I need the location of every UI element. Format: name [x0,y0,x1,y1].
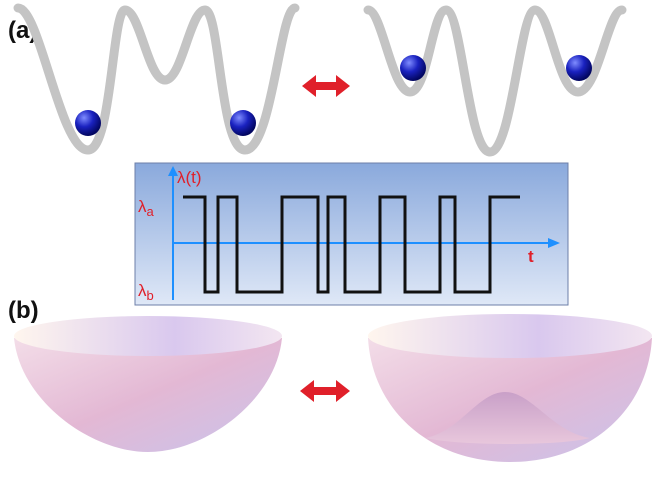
particle [400,55,426,81]
potential-curves [18,8,622,152]
single-well-bowl [14,316,282,452]
subscript: a [147,204,155,219]
double-arrow [300,380,350,402]
bowl-rim [368,314,652,358]
particle [230,110,256,136]
y-axis-label: λ(t) [177,168,202,187]
double-well-bowl [368,314,652,462]
panel-label: (b) [8,297,39,324]
particle [75,110,101,136]
figure: (a) λ(t) λa λb t (b) [0,0,653,480]
subscript: b [147,288,154,303]
double-arrow [302,75,350,97]
particle [566,55,592,81]
bowl-rim [14,316,282,356]
x-axis-label: t [528,247,534,266]
triple-well [368,10,622,152]
